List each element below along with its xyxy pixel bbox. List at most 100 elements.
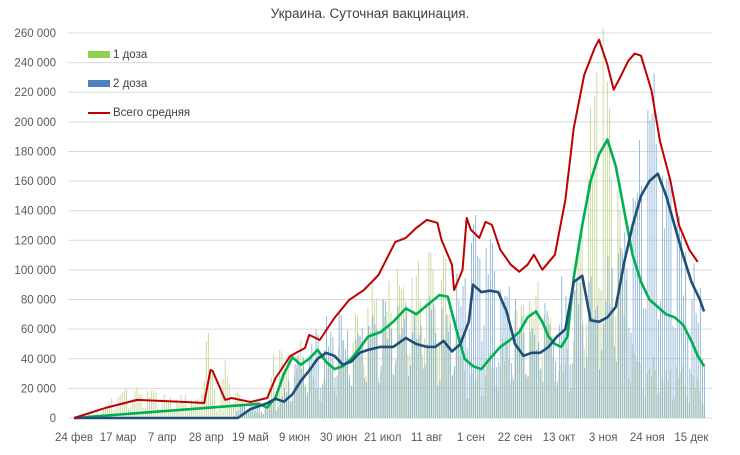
bar-2 xyxy=(662,175,663,418)
bar-2 xyxy=(282,396,283,418)
bar-2 xyxy=(584,367,586,418)
bar-2 xyxy=(567,321,569,418)
bar-2 xyxy=(668,176,670,418)
bar-2 xyxy=(464,278,466,418)
bar-1 xyxy=(346,357,348,418)
bar-1 xyxy=(606,81,608,419)
bar-2 xyxy=(691,299,693,418)
bar-2 xyxy=(590,276,592,418)
bar-2 xyxy=(538,341,540,418)
x-tick-label: 15 дек xyxy=(674,432,709,444)
bar-2 xyxy=(685,251,687,418)
bar-1 xyxy=(214,389,216,418)
legend-item-total-avg: Всего средняя xyxy=(88,98,190,127)
bar-1 xyxy=(428,251,430,418)
y-tick-label: 220 000 xyxy=(14,87,56,99)
bar-2 xyxy=(414,312,416,418)
bar-1 xyxy=(564,363,566,418)
bar-1 xyxy=(378,378,379,418)
bar-1 xyxy=(96,411,98,418)
bar-1 xyxy=(464,370,465,418)
bar-2 xyxy=(303,357,304,418)
bar-2 xyxy=(477,255,479,418)
x-tick-label: 11 авг xyxy=(411,432,443,444)
bar-1 xyxy=(134,390,136,418)
bar-1 xyxy=(480,395,482,418)
bar-1 xyxy=(266,402,268,418)
bar-2 xyxy=(500,289,502,418)
bar-1 xyxy=(405,301,407,418)
bar-1 xyxy=(546,324,547,418)
bar-1 xyxy=(504,361,505,418)
bar-1 xyxy=(485,376,486,418)
bar-1 xyxy=(245,411,247,418)
x-tick-label: 28 апр xyxy=(189,432,224,444)
bar-1 xyxy=(579,237,581,418)
bar-1 xyxy=(323,379,325,418)
bar-1 xyxy=(119,395,121,418)
bar-1 xyxy=(684,385,686,418)
bar-2 xyxy=(557,381,558,418)
bar-2 xyxy=(666,178,668,418)
bar-1 xyxy=(281,351,283,418)
bar-1 xyxy=(380,372,381,418)
bar-2 xyxy=(622,253,624,418)
bar-1 xyxy=(434,307,436,418)
bar-1 xyxy=(161,398,163,418)
bar-2 xyxy=(620,247,621,418)
bar-2 xyxy=(258,402,260,418)
bar-2 xyxy=(361,328,363,418)
y-tick-label: 80 000 xyxy=(21,295,56,307)
bar-2 xyxy=(468,329,470,418)
bar-1 xyxy=(665,370,667,418)
bar-1 xyxy=(163,394,165,418)
bar-1 xyxy=(690,373,692,418)
bar-1 xyxy=(518,335,520,418)
bar-2 xyxy=(445,314,447,418)
bar-2 xyxy=(550,337,552,418)
bar-2 xyxy=(578,304,579,418)
bar-1 xyxy=(260,414,262,418)
bar-1 xyxy=(350,385,352,418)
bar-2 xyxy=(481,340,483,418)
bar-1 xyxy=(115,406,117,418)
bar-2 xyxy=(618,253,619,418)
bar-2 xyxy=(603,323,605,418)
y-tick-label: 60 000 xyxy=(21,324,56,336)
bar-1 xyxy=(466,398,468,418)
bar-1 xyxy=(184,395,186,418)
bar-1 xyxy=(672,399,673,418)
y-tick-label: 0 xyxy=(50,413,56,425)
bar-2 xyxy=(355,339,357,418)
bar-2 xyxy=(632,197,634,418)
bar-2 xyxy=(277,406,279,418)
bar-1 xyxy=(325,381,327,418)
bar-2 xyxy=(473,225,474,418)
bar-1 xyxy=(417,261,419,418)
bar-2 xyxy=(237,410,239,418)
bar-2 xyxy=(290,400,292,418)
bar-2 xyxy=(311,343,313,418)
bar-1 xyxy=(550,318,552,418)
bar-1 xyxy=(367,307,369,418)
bar-1 xyxy=(585,324,587,418)
bar-1 xyxy=(201,394,203,418)
x-tick-label: 3 ноя xyxy=(589,432,618,444)
bar-1 xyxy=(640,363,642,418)
bar-1 xyxy=(228,382,230,418)
bar-1 xyxy=(478,367,480,418)
bar-1 xyxy=(697,377,699,418)
legend-swatch-total-avg xyxy=(88,111,110,114)
bar-1 xyxy=(602,28,604,419)
bar-2 xyxy=(611,268,613,418)
bar-1 xyxy=(172,411,174,418)
bar-1 xyxy=(648,368,650,418)
bar-2 xyxy=(275,410,277,418)
bar-2 xyxy=(548,324,550,418)
bar-2 xyxy=(363,378,365,418)
bar-1 xyxy=(340,358,342,418)
bar-2 xyxy=(387,338,388,418)
bar-2 xyxy=(466,348,468,418)
bar-1 xyxy=(210,368,211,418)
bar-1 xyxy=(333,390,335,418)
